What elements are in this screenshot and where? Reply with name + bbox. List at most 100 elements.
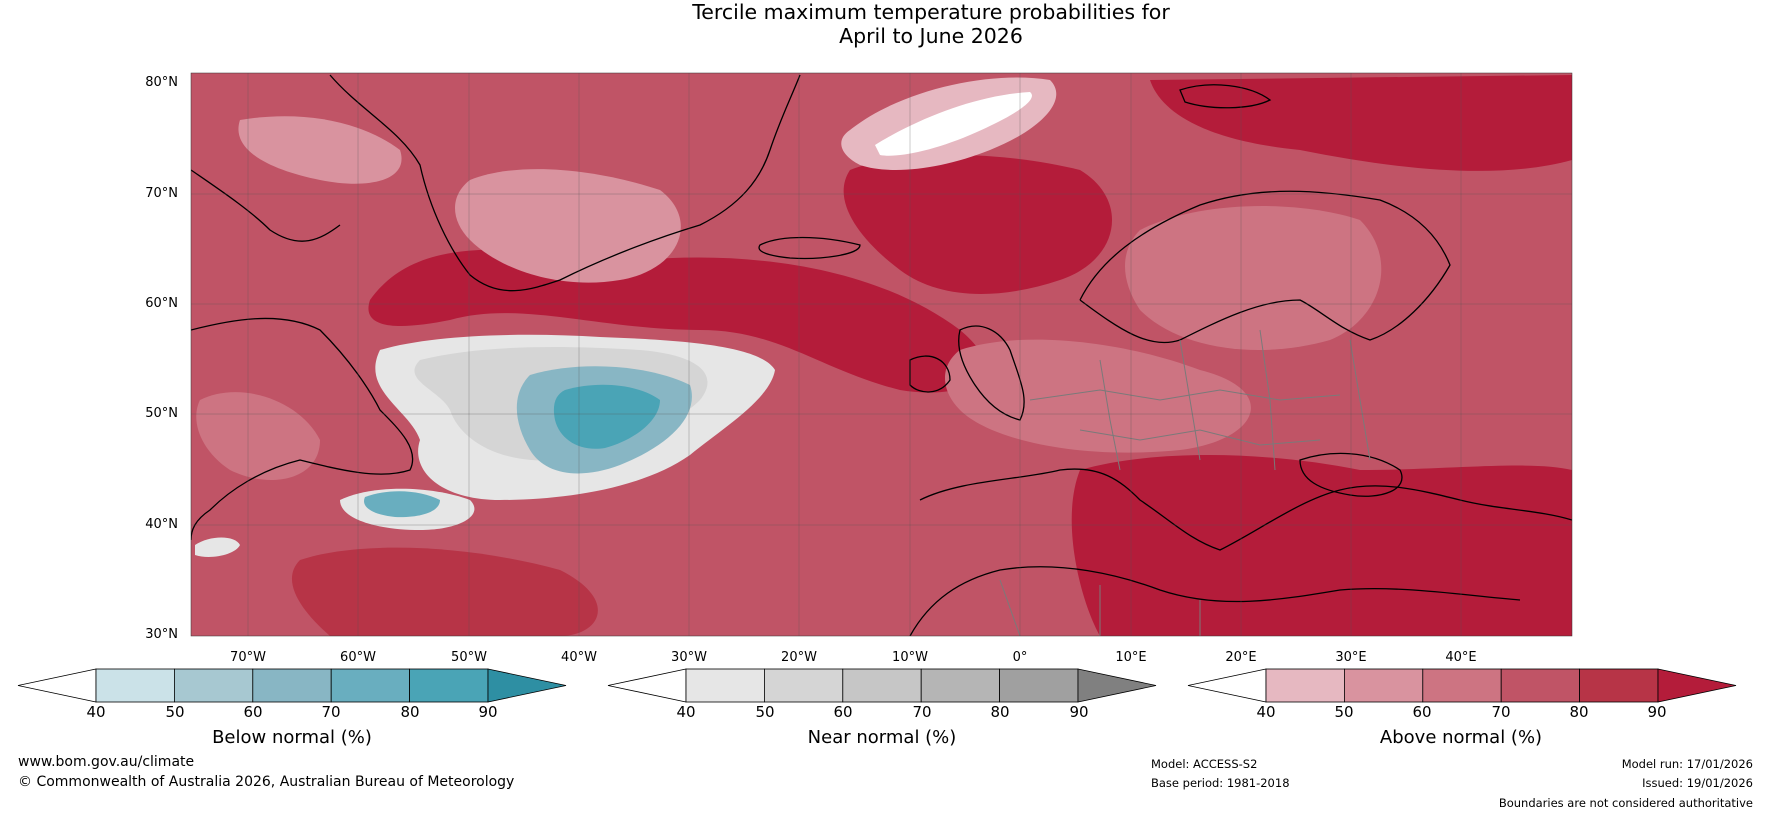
deep-red-mediterranean [1071,455,1572,636]
below-colorbar-segment [409,668,489,703]
deep-red-atlantic [368,249,985,393]
near-colorbar-segment [920,668,1001,703]
graticule [191,73,1572,636]
above-tick-90: 90 [1647,703,1667,721]
map-fill [191,73,1572,636]
model-name: Model: ACCESS-S2 [1151,757,1258,771]
colorbar-below-normal [17,668,567,703]
chart-title: Tercile maximum temperature probabilitie… [0,0,1770,48]
map-frame [190,72,1573,637]
issued-date: Issued: 19/01/2026 [1642,776,1753,790]
lon-label-10e: 10°E [1115,650,1147,665]
lon-label-70w: 70°W [230,650,266,665]
near-normal-us-coast [195,537,240,557]
lon-label-30e: 30°E [1335,650,1367,665]
white-plume-greenland-sea [875,92,1032,156]
baffin-coast [191,169,341,242]
coastlines [191,74,1572,636]
near-normal-label: Near normal (%) [807,727,957,748]
title-line-2: April to June 2026 [839,24,1023,48]
website-link[interactable]: www.bom.gov.au/climate [18,754,195,770]
lat-label-70n: 70°N [145,186,178,201]
black-sea-coast [1299,452,1403,497]
above-colorbar-segment [1579,668,1659,703]
light-red-greenland [455,169,681,283]
ireland-coast [909,355,951,393]
above-tick-60: 60 [1412,703,1432,721]
lon-label-30w: 30°W [671,650,707,665]
below-colorbar-segment [95,668,175,703]
lon-label-10w: 10°W [892,650,928,665]
colorbar-above-normal [1187,668,1737,703]
below-colorbar-segment [173,668,254,703]
near-colorbar-segment [999,668,1079,703]
above-colorbar-segment [1422,668,1502,703]
border-line-1 [1029,389,1341,401]
below-normal-label: Below normal (%) [212,727,372,748]
near-tick-90: 90 [1069,703,1089,721]
near-tick-80: 80 [990,703,1010,721]
above-tick-40: 40 [1256,703,1276,721]
border-line-4 [1179,339,1201,461]
southern-europe-coast [919,468,1572,551]
near-colorbar-under [607,668,687,703]
base-period: Base period: 1981-2018 [1151,776,1290,790]
boundaries-disclaimer: Boundaries are not considered authoritat… [1498,796,1753,810]
below-colorbar-under [17,668,97,703]
above-tick-80: 80 [1569,703,1589,721]
near-colorbar-segment [764,668,844,703]
below-tick-70: 70 [321,703,341,721]
above-colorbar-segment [1344,668,1424,703]
lon-label-60w: 60°W [340,650,376,665]
scandinavia-coast [1079,190,1451,344]
deep-red-norwegian-sea [843,155,1113,294]
lat-label-40n: 40°N [145,517,178,532]
near-colorbar-segment [685,668,765,703]
below-normal-atlantic-core [553,384,660,449]
below-tick-60: 60 [243,703,263,721]
above-colorbar-under [1187,668,1267,703]
border-line-africa [999,579,1201,636]
above-tick-70: 70 [1491,703,1511,721]
red-subtropical-atlantic [291,547,598,636]
light-red-scandinavia [1125,206,1382,350]
copyright-text: © Commonwealth of Australia 2026, Austra… [18,774,515,790]
lon-label-20w: 20°W [781,650,817,665]
country-borders [999,329,1371,636]
lat-label-30n: 30°N [145,627,178,642]
above-normal-label: Above normal (%) [1379,727,1543,748]
lon-label-0: 0° [1012,650,1028,665]
lon-label-50w: 50°W [451,650,487,665]
border-line-2 [1079,429,1321,446]
iceland-coast [758,236,861,260]
below-colorbar-over [487,668,567,703]
below-tick-80: 80 [400,703,420,721]
model-run-date: Model run: 17/01/2026 [1621,757,1753,771]
below-colorbar-segment [252,668,332,703]
below-tick-90: 90 [478,703,498,721]
near-tick-70: 70 [912,703,932,721]
title-line-1: Tercile maximum temperature probabilitie… [692,0,1170,24]
above-tick-50: 50 [1334,703,1354,721]
below-tick-50: 50 [165,703,185,721]
border-line-6 [1349,339,1371,461]
greenland-coast [329,74,801,292]
near-tick-50: 50 [755,703,775,721]
near-tick-60: 60 [833,703,853,721]
near-colorbar-segment [842,668,922,703]
near-tick-40: 40 [676,703,696,721]
near-colorbar-over [1077,668,1157,703]
labrador-coast [191,317,414,541]
above-colorbar-segment [1265,668,1345,703]
lat-label-60n: 60°N [145,296,178,311]
below-tick-40: 40 [86,703,106,721]
north-africa-coast [909,566,1521,636]
deep-red-barents-sea [1150,75,1572,171]
lon-label-40w: 40°W [561,650,597,665]
svalbard-coast [1179,84,1272,109]
above-colorbar-over [1657,668,1737,703]
lon-label-20e: 20°E [1225,650,1257,665]
above-colorbar-segment [1500,668,1580,703]
below-colorbar-segment [330,668,411,703]
